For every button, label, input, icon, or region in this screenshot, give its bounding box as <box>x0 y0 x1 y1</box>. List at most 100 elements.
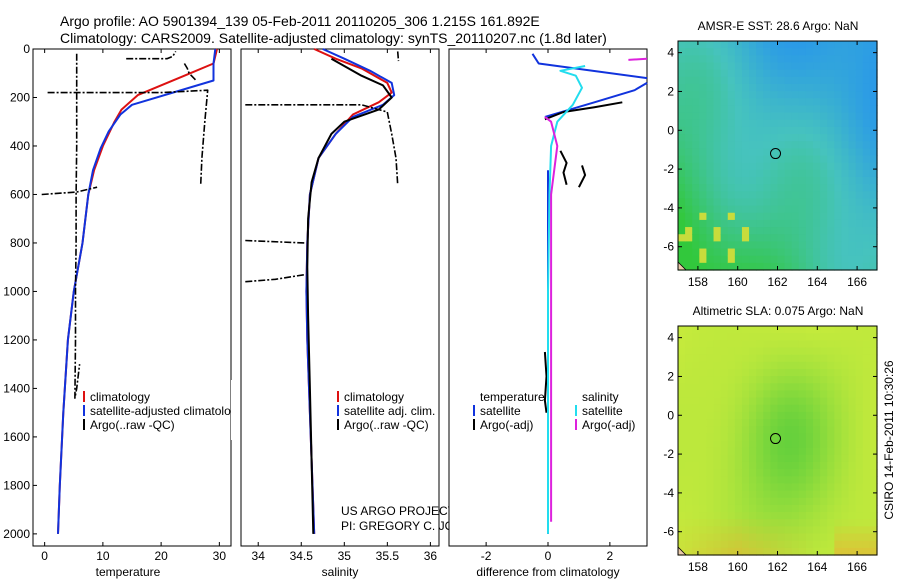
sst-cell <box>699 212 708 221</box>
sst-cell <box>741 255 750 264</box>
sla-cell <box>713 526 722 535</box>
temp-ytick-label: 200 <box>10 90 30 104</box>
sla-cell <box>706 419 715 427</box>
sla-cell <box>741 347 750 356</box>
sst-cell <box>848 83 857 92</box>
sst-cell <box>791 62 800 71</box>
sla-cell <box>869 376 878 384</box>
sst-cell <box>855 169 864 178</box>
sst-cell <box>713 212 722 221</box>
sst-cell <box>727 41 736 49</box>
sla-cell <box>756 326 764 334</box>
sla-cell <box>756 383 764 392</box>
sla-cell <box>713 333 722 341</box>
sla-cell <box>685 540 693 549</box>
sla-cell <box>706 512 715 520</box>
sst-cell <box>699 119 708 128</box>
sst-cell <box>741 148 750 157</box>
sst-cell <box>699 69 708 78</box>
sst-cell <box>713 126 722 135</box>
sla-cell <box>848 512 857 520</box>
legend-temp-argo: Argo(-adj) <box>480 418 533 432</box>
sla-cell <box>720 454 729 463</box>
sst-cell <box>869 248 878 257</box>
sst-cell <box>841 255 850 264</box>
sst-cell <box>855 62 864 71</box>
sla-xtick-label: 166 <box>847 560 867 574</box>
sst-cell <box>713 98 722 107</box>
sst-cell <box>834 219 843 228</box>
sla-cell <box>805 376 814 384</box>
sla-cell <box>869 361 878 370</box>
sla-cell <box>763 376 771 384</box>
sla-cell <box>699 461 708 470</box>
sla-cell <box>791 476 800 485</box>
sla-cell <box>862 411 871 420</box>
sla-ytick-label: 0 <box>667 408 674 422</box>
sla-cell <box>805 326 814 334</box>
sst-cell <box>784 91 793 99</box>
sst-cell <box>813 227 821 235</box>
sla-cell <box>820 454 828 463</box>
sla-cell <box>805 361 814 370</box>
sst-cell <box>805 141 814 149</box>
sla-cell <box>862 483 871 492</box>
sla-cell <box>756 404 764 413</box>
sla-cell <box>862 376 871 384</box>
sla-cell <box>862 404 871 413</box>
sla-cell <box>713 383 722 392</box>
sst-cell <box>777 227 786 235</box>
sst-cell <box>862 126 871 135</box>
sla-cell <box>727 519 736 527</box>
sst-cell <box>820 169 828 178</box>
sst-cell <box>706 219 715 228</box>
sst-cell <box>706 248 715 257</box>
sst-cell <box>805 119 814 128</box>
sst-cell <box>805 262 814 271</box>
sla-cell <box>834 547 843 556</box>
sst-cell <box>805 198 814 207</box>
sst-cell <box>791 105 800 114</box>
sst-cell <box>791 69 800 78</box>
sla-cell <box>862 469 871 477</box>
sla-cell <box>827 397 835 406</box>
sst-cell <box>734 62 743 71</box>
sst-cell <box>813 248 821 257</box>
sla-cell <box>841 376 850 384</box>
sla-cell <box>720 504 729 513</box>
sst-cell <box>869 141 878 149</box>
sla-cell <box>784 526 793 535</box>
sla-cell <box>841 533 850 542</box>
sst-cell <box>813 134 821 142</box>
sst-cell <box>848 62 857 71</box>
sst-cell <box>848 76 857 85</box>
sla-cell <box>699 411 708 420</box>
sst-cell <box>827 169 835 178</box>
legend-satellite-adjusted: satellite-adjusted climatology <box>90 404 243 418</box>
sla-cell <box>827 433 835 442</box>
sst-cell <box>699 48 708 56</box>
sst-cell <box>713 191 722 200</box>
sst-cell <box>713 219 722 228</box>
sst-cell <box>678 148 686 157</box>
sla-cell <box>791 404 800 413</box>
sst-cell <box>706 48 715 56</box>
sst-cell <box>713 162 722 171</box>
sla-cell <box>798 476 807 485</box>
sla-cell <box>805 404 814 413</box>
sla-argo-location-marker <box>770 433 782 445</box>
sst-cell <box>805 126 814 135</box>
sst-cell <box>720 262 729 271</box>
sst-cell <box>841 76 850 85</box>
sla-cell <box>869 483 878 492</box>
sla-cell <box>741 419 750 427</box>
sst-cell <box>820 148 828 157</box>
sst-cell <box>692 91 700 99</box>
sst-cell <box>820 98 828 107</box>
sla-cell <box>734 447 743 456</box>
sst-cell <box>855 126 864 135</box>
sla-cell <box>749 419 757 427</box>
sst-cell <box>706 184 715 192</box>
sst-cell <box>763 134 771 142</box>
sst-cell <box>678 155 686 164</box>
